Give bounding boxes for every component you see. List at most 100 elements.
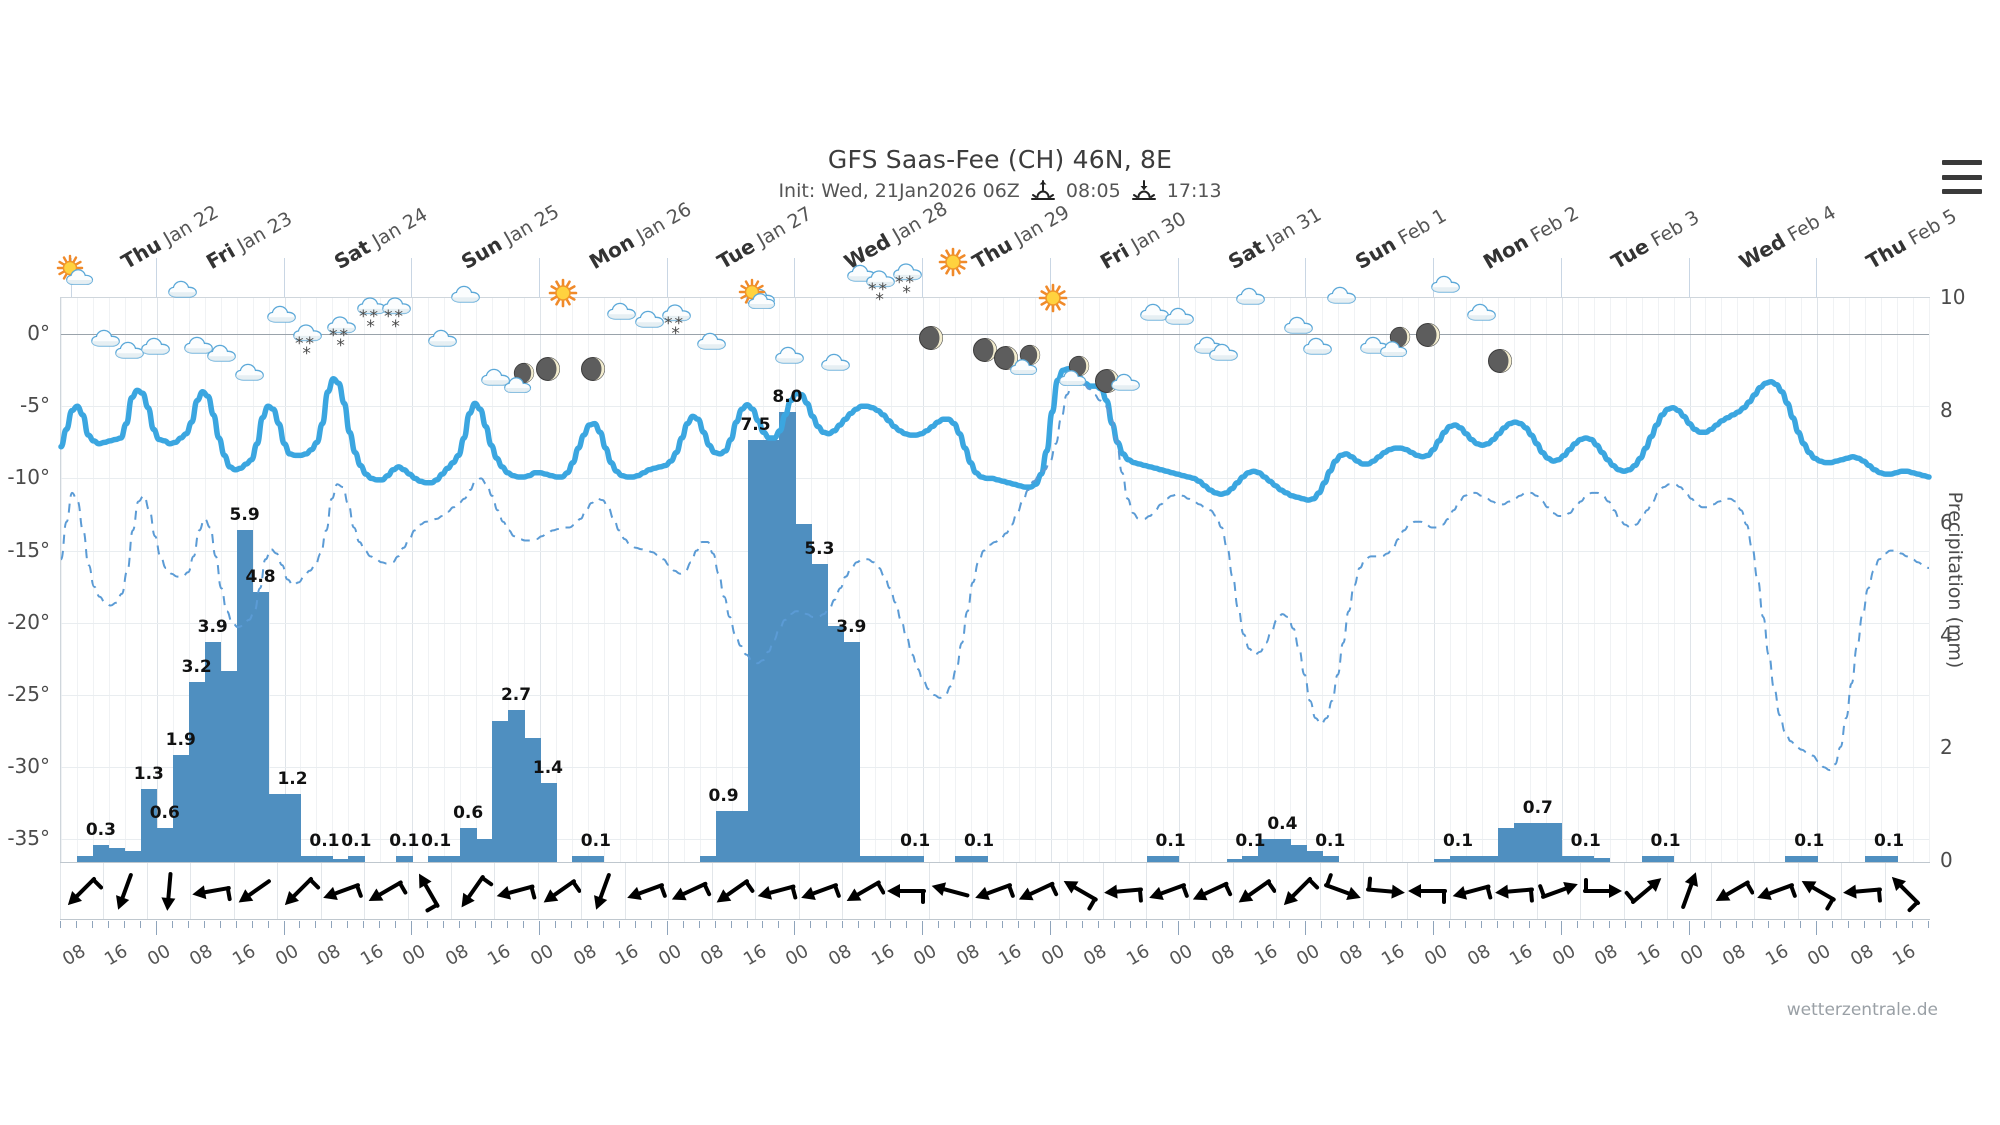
hour-tick (1656, 921, 1658, 928)
hour-tick (730, 921, 732, 928)
hour-tick (139, 921, 141, 928)
hour-tick (107, 921, 109, 928)
precip-tick-label: 4 (1940, 622, 1953, 647)
hour-tick (1896, 921, 1898, 928)
precipitation-bar (1593, 857, 1611, 862)
temp-tick-label: -5° (20, 393, 50, 418)
hour-tick (1480, 921, 1482, 928)
precip-tick-label: 2 (1940, 735, 1953, 760)
wind-cell-divider (624, 863, 626, 919)
hour-tick (283, 921, 285, 935)
precipitation-bar (1881, 856, 1898, 862)
wind-cell-divider (364, 863, 366, 919)
hour-tick (1401, 921, 1403, 928)
wind-arrow (60, 867, 103, 915)
hour-label: 00 (1293, 940, 1324, 971)
precip-value-label: 3.9 (836, 617, 867, 638)
precipitation-bar (1290, 845, 1307, 862)
hour-tick (1800, 921, 1802, 928)
precip-value-label: 0.1 (1155, 831, 1186, 852)
hamburger-menu-icon[interactable] (1942, 160, 1982, 194)
cloud-snow-icon: ** * (292, 322, 332, 364)
hour-tick (299, 921, 301, 928)
cloud-icon (634, 308, 668, 329)
hour-tick (1305, 921, 1307, 935)
hour-tick (1528, 921, 1530, 928)
wind-cell-divider (1841, 863, 1843, 919)
cloud-icon (1326, 284, 1360, 305)
hour-label: 16 (1506, 940, 1537, 971)
hour-tick (1464, 921, 1466, 928)
precipitation-bar (1226, 859, 1244, 862)
precipitation-bar (1657, 856, 1675, 862)
precip-value-label: 3.9 (197, 617, 228, 638)
wind-cell-divider (60, 863, 61, 919)
moon-icon (918, 325, 944, 351)
hour-label: 08 (1846, 940, 1878, 971)
wind-arrow (1189, 867, 1233, 915)
hour-tick (1832, 921, 1834, 928)
cloud-icon (450, 283, 484, 304)
hour-tick (762, 921, 764, 928)
precipitation-bar (1641, 856, 1659, 862)
temp-tick-label: -30° (7, 754, 50, 779)
wind-arrow (625, 867, 668, 915)
precip-value-label: 0.1 (963, 831, 995, 852)
wind-arrow (885, 867, 928, 915)
hour-tick (1321, 921, 1323, 928)
hour-tick (778, 921, 780, 928)
wind-arrow (1320, 867, 1363, 915)
hour-tick (1816, 921, 1818, 935)
cloud-icon (266, 303, 300, 324)
day-tick (1305, 258, 1307, 298)
precip-value-label: 0.1 (1315, 831, 1346, 852)
temp-tick-label: -15° (7, 537, 50, 562)
temp-tick-label: -10° (7, 465, 50, 490)
day-tick (794, 258, 796, 298)
precipitation-bar (1785, 856, 1802, 862)
precipitation-bar (284, 794, 302, 862)
hour-tick (698, 921, 700, 928)
hour-tick (1848, 921, 1850, 928)
hour-tick (1145, 921, 1147, 928)
precipitation-bar (731, 811, 749, 862)
wind-cell-divider (1189, 863, 1191, 919)
precip-value-label: 2.7 (500, 684, 532, 705)
precipitation-bars (61, 298, 1929, 862)
hour-tick (1241, 921, 1243, 928)
wind-cell-divider (1232, 863, 1234, 919)
precip-value-label: 0.4 (1267, 814, 1298, 835)
moon-cloud-icon (1379, 326, 1419, 361)
hour-tick (1449, 921, 1451, 928)
hour-tick (682, 921, 684, 928)
wind-direction-row (60, 862, 1930, 920)
precip-value-label: 0.1 (389, 831, 420, 852)
wind-cell-divider (1667, 863, 1669, 919)
chart-subtitle: Init: Wed, 21Jan2026 06Z 08:05 (0, 180, 2000, 202)
hour-tick (491, 921, 493, 928)
wind-arrow (1885, 867, 1928, 915)
hour-label: 00 (271, 940, 302, 971)
hour-labels: 08 16 00 08 16 00 08 16 00 08 16 00 08 16 00 08 16 00 08 16… (0, 930, 2000, 990)
sun-cloud-icon (738, 278, 779, 313)
precip-value-label: 0.1 (1235, 831, 1266, 852)
hour-tick (1560, 921, 1562, 935)
wind-arrow (929, 867, 972, 915)
wind-arrow (1103, 867, 1146, 915)
precip-tick-label: 10 (1940, 285, 1966, 309)
wind-cell-divider (755, 863, 757, 919)
wind-arrow (668, 867, 712, 915)
hour-tick (618, 921, 620, 928)
hour-label: 08 (58, 940, 89, 971)
hour-tick (1784, 921, 1786, 928)
precipitation-bar (1258, 839, 1275, 862)
hour-label: 00 (1804, 940, 1835, 971)
hour-label: 08 (697, 940, 728, 971)
hour-tick (586, 921, 588, 928)
hour-tick (1065, 921, 1067, 928)
wind-cell-divider (1580, 863, 1582, 919)
wind-arrow (712, 867, 755, 915)
chart-plot-area[interactable]: ** * ** * ** * ** * ** * ** * ** * 0.3 1.3 0.6 1.… (56, 247, 1932, 862)
hour-label: 00 (526, 940, 558, 971)
cloud-icon (1164, 305, 1198, 326)
